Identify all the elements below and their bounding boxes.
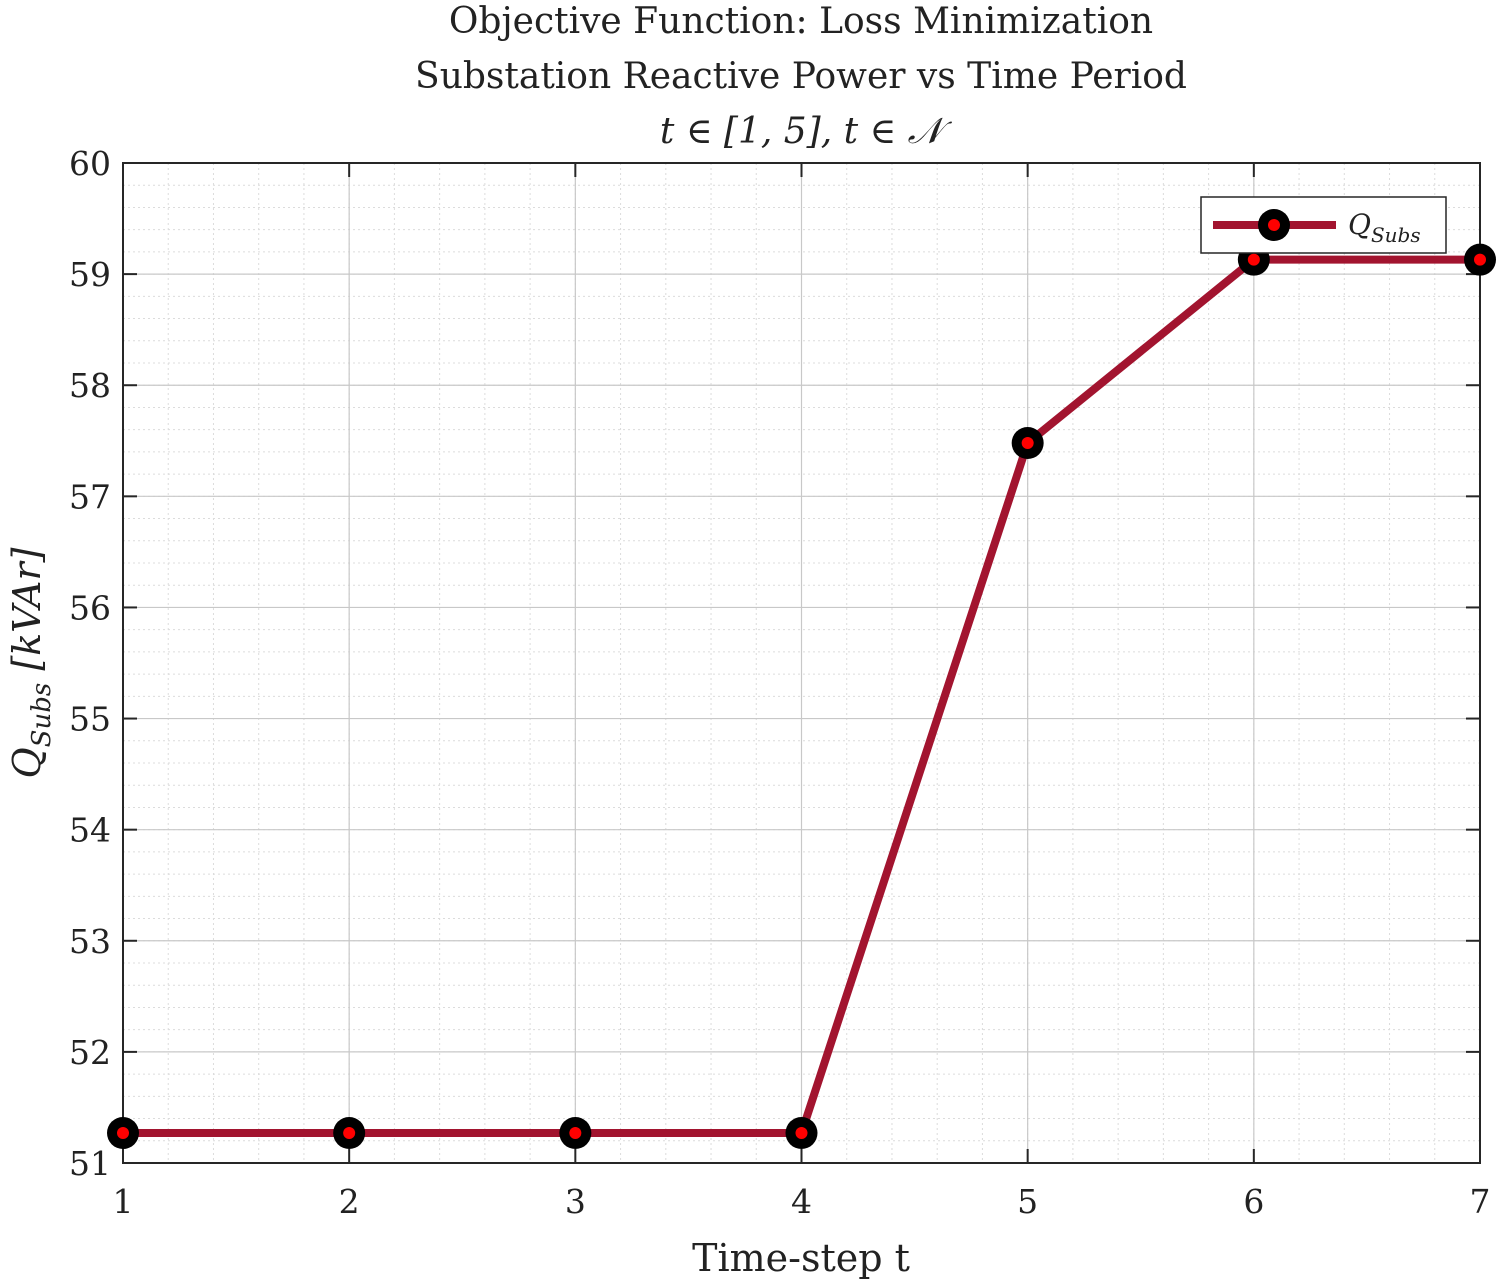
y-axis-label-main: Q <box>5 747 49 778</box>
legend-marker-inner <box>1268 219 1280 231</box>
x-tick-label: 2 <box>339 1182 360 1221</box>
data-point-marker-center <box>795 1127 808 1139</box>
chart-title-line-3: t ∈ [1, 5], t ∈ 𝒩 <box>660 111 953 152</box>
x-axis-label: Time-step t <box>692 1236 910 1280</box>
data-point-marker-center <box>343 1127 356 1139</box>
data-point-marker-center <box>117 1127 129 1139</box>
data-point-marker-center <box>1247 253 1260 266</box>
chart-title-line-1: Objective Function: Loss Minimization <box>449 1 1153 42</box>
x-tick-labels: 1 2 3 4 5 6 7 <box>113 1182 1491 1221</box>
chart-title-line-2: Substation Reactive Power vs Time Period <box>415 56 1187 97</box>
y-axis-label-unit: [kVAr] <box>5 547 49 682</box>
y-tick-label: 51 <box>69 1144 111 1183</box>
legend: QSubs <box>1200 196 1447 254</box>
y-tick-label: 60 <box>69 144 111 183</box>
y-tick-label: 55 <box>69 700 111 739</box>
legend-label: QSubs <box>1348 208 1421 247</box>
y-tick-label: 52 <box>69 1033 111 1072</box>
x-tick-label: 1 <box>113 1182 134 1221</box>
series-group <box>107 243 1496 1149</box>
major-grid <box>122 162 1481 1164</box>
data-point-marker-center <box>569 1127 582 1139</box>
y-tick-label: 56 <box>69 588 111 627</box>
y-tick-label: 54 <box>69 811 111 850</box>
axis-ticks <box>122 162 1481 1164</box>
y-axis-label-sub: Subs <box>27 683 57 748</box>
x-tick-label: 3 <box>565 1182 586 1221</box>
data-point-marker-center <box>1474 253 1486 266</box>
y-tick-label: 59 <box>69 255 111 294</box>
x-tick-label: 7 <box>1470 1182 1491 1221</box>
y-tick-label: 53 <box>69 922 111 961</box>
data-point-marker-center <box>1021 437 1034 449</box>
x-tick-label: 6 <box>1243 1182 1264 1221</box>
legend-label-sub: Subs <box>1371 223 1421 247</box>
y-tick-label: 57 <box>69 477 111 516</box>
y-axis-label: QSubs [kVAr] <box>5 547 57 778</box>
chart-title: Objective Function: Loss Minimization Su… <box>415 1 1187 152</box>
x-tick-label: 4 <box>791 1182 812 1221</box>
y-tick-label: 58 <box>69 366 111 405</box>
y-tick-labels: 51 52 53 54 55 56 57 58 59 60 <box>69 144 111 1183</box>
x-tick-label: 5 <box>1017 1182 1038 1221</box>
legend-label-main: Q <box>1348 208 1371 241</box>
